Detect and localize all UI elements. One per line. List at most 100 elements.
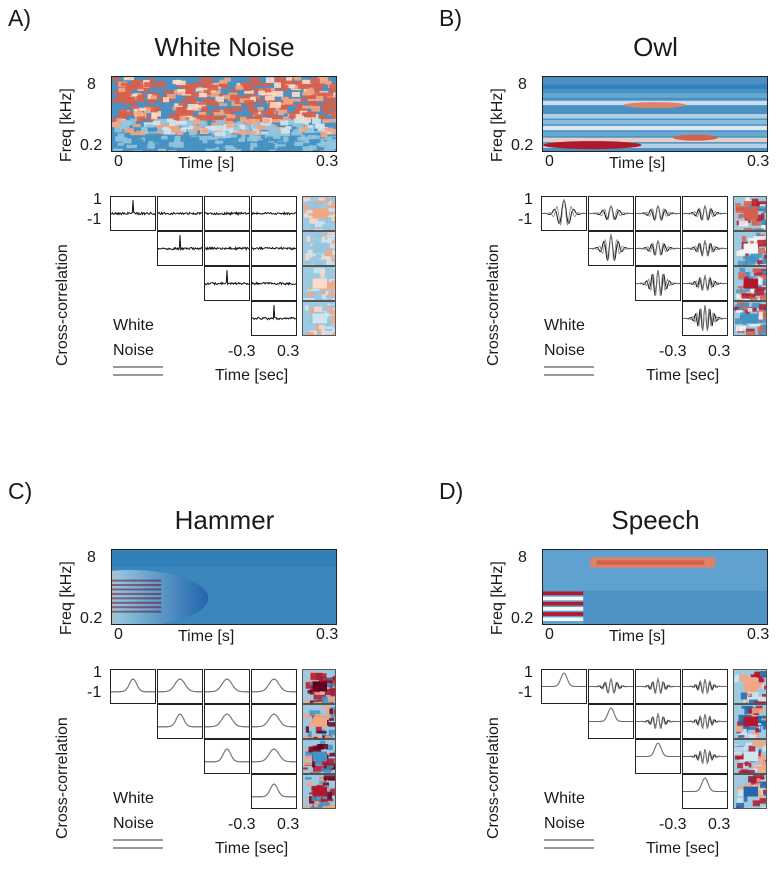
strip-feature (743, 681, 758, 692)
spectrogram-speckle (322, 119, 330, 123)
spectrogram-speckle (198, 113, 206, 117)
xcorr-plot (205, 678, 249, 693)
xcorr-trace (205, 748, 249, 763)
spectrogram-speckle (136, 83, 144, 90)
spectrogram-speckle (142, 149, 152, 151)
spectrogram-speckle (234, 98, 242, 105)
spectrogram-speckle (143, 107, 155, 114)
spectrogram-speckle (147, 143, 155, 149)
time-tick-end: 0.3 (316, 153, 339, 170)
xcorr-plot (252, 678, 296, 693)
spectrogram-speckle (141, 126, 148, 132)
xcorr-strip (733, 669, 773, 708)
spectrogram-speckle (248, 130, 257, 134)
xcorr-trace-reference (636, 742, 680, 757)
freq-tick-bottom: 0.2 (511, 137, 534, 154)
strip-pixel (331, 240, 336, 247)
strip-pixel (745, 197, 750, 203)
xcorr-trace-reference (205, 748, 249, 763)
strip-pixel (318, 329, 322, 334)
xcorr-cell (251, 231, 297, 266)
spectrogram (542, 549, 768, 625)
spectrogram-speckle (122, 111, 134, 116)
strip-feature (312, 786, 327, 797)
strip-pixel (735, 725, 744, 733)
strip-pixel (315, 758, 322, 766)
xcorr-plot (683, 678, 727, 695)
spectrogram-speckle (153, 139, 165, 144)
strip-image (734, 705, 778, 742)
xcorr-strip (302, 266, 347, 307)
spectrogram-speckle (306, 87, 314, 91)
spectrogram-speckle (219, 79, 228, 85)
strip-pixel (328, 722, 336, 727)
strip-pixel (324, 752, 330, 755)
strip-pixel (742, 328, 755, 332)
spectrogram-speckle (265, 77, 275, 83)
spectrogram-speckle (280, 84, 289, 91)
spectrogram-speckle (232, 142, 240, 149)
xcorr-strip (302, 774, 341, 813)
strip-pixel (747, 726, 757, 730)
xcorr-cell (635, 266, 681, 301)
strip-feature (743, 208, 758, 219)
spectrogram-speckle (233, 149, 242, 151)
spectrogram-speckle (184, 110, 194, 116)
freq-tick-top: 8 (518, 549, 527, 566)
strip-pixel (326, 683, 332, 688)
strip-image (734, 740, 775, 776)
xcorr-trace-reference (683, 777, 727, 792)
spectrogram-speckle (133, 111, 143, 116)
spectrogram-speckle (112, 98, 120, 103)
spectrogram-speckle (272, 147, 282, 151)
xcorr-strip (733, 739, 775, 776)
spectrogram-speckle (212, 89, 221, 94)
strip-pixel (762, 279, 776, 284)
spectrogram-speckle (136, 96, 146, 102)
strip-pixel (760, 228, 764, 231)
spectrogram-speckle (323, 129, 334, 135)
xcorr-trace (636, 712, 680, 729)
spectrogram-band (543, 596, 584, 601)
strip-pixel (319, 777, 324, 782)
spectrogram-band (112, 606, 162, 609)
spectrogram-speckle (318, 77, 329, 83)
spectrogram-speckle (273, 134, 281, 139)
spectrogram-speckle (295, 80, 305, 86)
strip-pixel (315, 726, 322, 734)
strip-pixel (321, 286, 326, 295)
xcorr-plot (205, 245, 249, 251)
spectrogram-harmonic (543, 141, 642, 150)
spectrogram-speckle (215, 96, 224, 103)
strip-pixel (736, 294, 746, 300)
strip-pixel (762, 324, 773, 333)
strip-pixel (748, 696, 759, 700)
strip-pixel (304, 305, 309, 311)
spectrogram-speckle (267, 126, 279, 130)
spectrogram-speckle (189, 129, 196, 136)
panel-letter: A) (8, 5, 31, 31)
strip-pixel (307, 292, 315, 297)
legend-noise: Noise (544, 815, 585, 832)
spectrogram-speckle (124, 132, 135, 138)
crosscorr-axis-label: Cross-correlation (54, 244, 71, 366)
strip-pixel (318, 743, 328, 750)
spectrogram-speckle (187, 83, 198, 89)
strip-pixel (759, 304, 770, 311)
xcorr-trace (252, 748, 296, 763)
spectrogram-speckle (296, 145, 307, 151)
spectrogram-speckle (297, 85, 309, 89)
xcorr-trace-reference (683, 305, 727, 331)
spectrogram-speckle (315, 123, 325, 129)
strip-pixel (333, 269, 345, 273)
strip-pixel (321, 294, 327, 302)
xcorr-trace (158, 211, 202, 216)
spectrogram-speckle (126, 144, 137, 149)
xcorr-trace (589, 677, 633, 694)
strip-pixel (327, 696, 336, 703)
strip-pixel (319, 234, 332, 237)
strip-pixel (310, 672, 323, 680)
spectrogram-speckle (204, 77, 214, 84)
strip-pixel (743, 694, 754, 703)
strip-pixel (762, 762, 769, 770)
